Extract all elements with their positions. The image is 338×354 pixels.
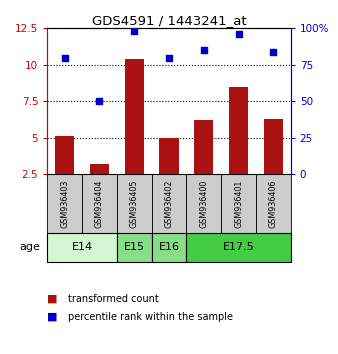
Bar <box>221 174 256 233</box>
Bar <box>152 174 186 233</box>
Text: E14: E14 <box>72 242 93 252</box>
Title: GDS4591 / 1443241_at: GDS4591 / 1443241_at <box>92 14 246 27</box>
Bar <box>186 233 291 262</box>
Text: GSM936405: GSM936405 <box>130 179 139 228</box>
Text: age: age <box>20 242 40 252</box>
Point <box>201 47 207 53</box>
Text: ■: ■ <box>47 312 58 322</box>
Bar <box>160 138 178 174</box>
Text: GSM936401: GSM936401 <box>234 179 243 228</box>
Bar <box>152 233 186 262</box>
Point <box>236 32 241 37</box>
Point <box>131 28 137 34</box>
Point <box>166 55 172 60</box>
Point <box>62 55 67 60</box>
Bar <box>47 233 117 262</box>
Text: percentile rank within the sample: percentile rank within the sample <box>68 312 233 322</box>
Bar <box>186 174 221 233</box>
Text: GSM936406: GSM936406 <box>269 179 278 228</box>
Point <box>271 49 276 55</box>
Bar <box>256 174 291 233</box>
Text: ■: ■ <box>47 294 58 304</box>
Text: E15: E15 <box>124 242 145 252</box>
Bar <box>55 136 74 174</box>
Bar <box>194 120 213 174</box>
Bar <box>117 174 152 233</box>
Bar <box>264 119 283 174</box>
Point <box>97 98 102 104</box>
Text: E17.5: E17.5 <box>223 242 255 252</box>
Bar <box>47 174 82 233</box>
Bar <box>90 164 109 174</box>
Bar <box>125 59 144 174</box>
Text: transformed count: transformed count <box>68 294 158 304</box>
Bar <box>229 87 248 174</box>
Text: GSM936400: GSM936400 <box>199 179 208 228</box>
Bar <box>117 233 152 262</box>
Bar <box>82 174 117 233</box>
Text: GSM936404: GSM936404 <box>95 179 104 228</box>
Text: GSM936402: GSM936402 <box>165 179 173 228</box>
Text: E16: E16 <box>159 242 179 252</box>
Text: GSM936403: GSM936403 <box>60 179 69 228</box>
